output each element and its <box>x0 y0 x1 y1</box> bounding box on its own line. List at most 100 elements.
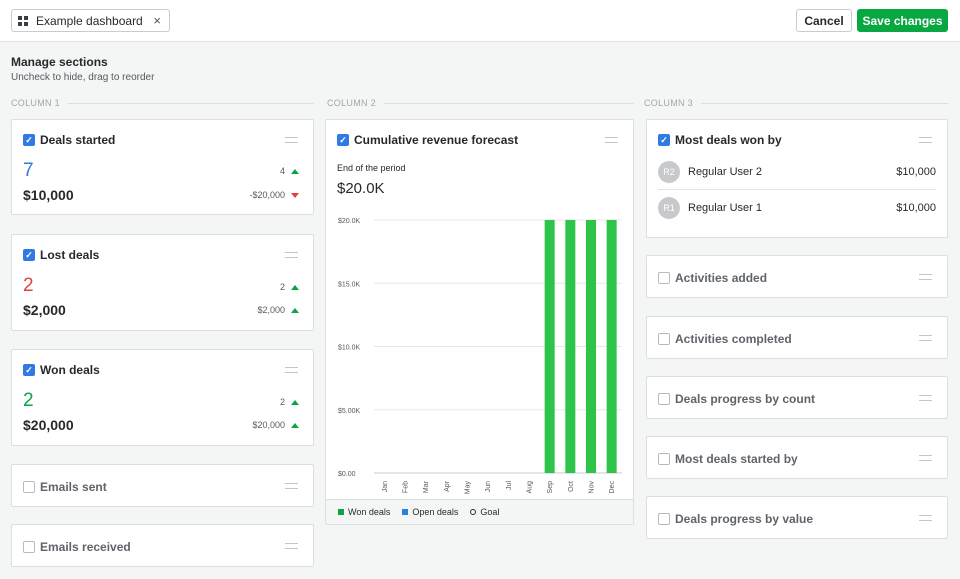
user-value: $10,000 <box>896 165 936 178</box>
dashboard-tab[interactable]: Example dashboard × <box>11 9 170 32</box>
page-subtitle: Uncheck to hide, drag to reorder <box>11 72 155 83</box>
dashboard-icon <box>18 15 28 26</box>
checkbox-unchecked-icon[interactable] <box>23 541 35 553</box>
checkbox-checked-icon[interactable]: ✓ <box>23 134 35 146</box>
trend-up-icon <box>291 168 299 174</box>
drag-handle-icon[interactable] <box>919 395 932 401</box>
y-tick-label: $10.0K <box>338 345 361 352</box>
count-delta: 2 <box>280 282 299 292</box>
save-changes-button[interactable]: Save changes <box>857 9 948 32</box>
checkbox-unchecked-icon[interactable] <box>23 481 35 493</box>
user-name: Regular User 2 <box>688 165 762 178</box>
card-title: Deals started <box>40 133 116 147</box>
x-tick-label: Nov <box>589 481 596 494</box>
drag-handle-icon[interactable] <box>919 515 932 521</box>
legend-open-deals[interactable]: Open deals <box>402 507 458 517</box>
x-tick-label: May <box>465 481 472 495</box>
won-deals-swatch <box>338 509 344 515</box>
drag-handle-icon[interactable] <box>919 455 932 461</box>
x-tick-label: Jul <box>506 481 513 490</box>
trend-up-icon <box>291 307 299 313</box>
x-tick-label: Sep <box>547 481 554 494</box>
avatar: R1 <box>658 197 680 219</box>
deals-progress-value-card[interactable]: Deals progress by value <box>646 496 948 539</box>
deal-count: 2 <box>23 390 34 411</box>
drag-handle-icon[interactable] <box>919 274 932 280</box>
bar-nov <box>586 220 596 473</box>
period-value: $20.0K <box>337 180 385 197</box>
user-value: $10,000 <box>896 202 936 214</box>
amount-delta: $20,000 <box>252 420 299 430</box>
checkbox-unchecked-icon[interactable] <box>658 333 670 345</box>
x-tick-label: Apr <box>444 480 451 492</box>
column-1-label: COLUMN 1 <box>11 98 314 108</box>
checkbox-checked-icon[interactable]: ✓ <box>23 249 35 261</box>
list-item: R2 Regular User 2 $10,000 <box>658 154 936 190</box>
x-tick-label: Dec <box>609 481 616 494</box>
x-tick-label: Oct <box>568 481 575 492</box>
drag-handle-icon[interactable] <box>919 137 932 143</box>
drag-handle-icon[interactable] <box>285 252 298 258</box>
deals-progress-count-card[interactable]: Deals progress by count <box>646 376 948 419</box>
drag-handle-icon[interactable] <box>285 543 298 549</box>
legend-goal[interactable]: Goal <box>470 507 499 517</box>
drag-handle-icon[interactable] <box>285 483 298 489</box>
deal-count: 7 <box>23 160 34 181</box>
card-title: Cumulative revenue forecast <box>354 133 519 147</box>
top-bar: Example dashboard × Cancel Save changes <box>0 0 960 42</box>
checkbox-unchecked-icon[interactable] <box>658 453 670 465</box>
revenue-bar-chart: $0.00 $5.00K $10.0K $15.0K $20.0K Jan Feb Mar Ap… <box>338 218 622 495</box>
card-title: Won deals <box>40 363 100 377</box>
x-tick-label: Feb <box>403 481 410 493</box>
won-deals-card[interactable]: ✓ Won deals 2 2 $20,000 $20,000 <box>11 349 314 446</box>
drag-handle-icon[interactable] <box>285 137 298 143</box>
checkbox-unchecked-icon[interactable] <box>658 272 670 284</box>
checkbox-unchecked-icon[interactable] <box>658 393 670 405</box>
x-tick-label: Aug <box>527 481 534 494</box>
avatar: R2 <box>658 160 680 183</box>
card-title: Most deals started by <box>675 452 798 466</box>
cancel-button[interactable]: Cancel <box>796 9 852 32</box>
goal-icon <box>470 509 477 515</box>
amount-delta: -$20,000 <box>249 190 299 200</box>
deal-amount: $10,000 <box>23 187 74 203</box>
checkbox-unchecked-icon[interactable] <box>658 513 670 525</box>
most-deals-started-card[interactable]: Most deals started by <box>646 436 948 479</box>
trend-up-icon <box>291 284 299 290</box>
drag-handle-icon[interactable] <box>605 137 618 143</box>
trend-up-icon <box>291 399 299 405</box>
y-tick-label: $20.0K <box>338 218 361 225</box>
checkbox-checked-icon[interactable]: ✓ <box>658 134 670 146</box>
amount-delta: $2,000 <box>257 305 299 315</box>
bar-sep <box>544 220 555 473</box>
close-icon[interactable]: × <box>153 13 161 28</box>
y-tick-label: $15.0K <box>338 281 361 288</box>
trend-down-icon <box>291 192 299 198</box>
column-2-label: COLUMN 2 <box>327 98 634 108</box>
card-title: Most deals won by <box>675 133 782 147</box>
activities-added-card[interactable]: Activities added <box>646 255 948 298</box>
activities-completed-card[interactable]: Activities completed <box>646 316 948 359</box>
revenue-forecast-card[interactable]: ✓ Cumulative revenue forecast End of the… <box>325 119 634 525</box>
deals-started-card[interactable]: ✓ Deals started 7 4 $10,000 -$20,000 <box>11 119 314 215</box>
emails-sent-card[interactable]: Emails sent <box>11 464 314 507</box>
lost-deals-card[interactable]: ✓ Lost deals 2 2 $2,000 $2,000 <box>11 234 314 331</box>
most-deals-won-card[interactable]: ✓ Most deals won by R2 Regular User 2 $1… <box>646 119 948 238</box>
checkbox-checked-icon[interactable]: ✓ <box>23 364 35 376</box>
bar-dec <box>606 220 617 473</box>
count-delta: 2 <box>280 397 299 407</box>
drag-handle-icon[interactable] <box>285 367 298 373</box>
bar-oct <box>565 220 576 473</box>
open-deals-swatch <box>402 509 409 515</box>
checkbox-checked-icon[interactable]: ✓ <box>337 134 349 146</box>
card-title: Emails received <box>40 540 131 554</box>
drag-handle-icon[interactable] <box>919 335 932 341</box>
y-tick-label: $0.00 <box>338 471 356 478</box>
card-title: Deals progress by value <box>675 512 814 526</box>
count-delta: 4 <box>280 166 299 176</box>
legend-won-deals[interactable]: Won deals <box>338 507 390 517</box>
deal-amount: $20,000 <box>23 417 74 433</box>
x-tick-label: Jun <box>485 481 492 492</box>
emails-received-card[interactable]: Emails received <box>11 524 314 567</box>
card-title: Activities completed <box>675 332 792 346</box>
